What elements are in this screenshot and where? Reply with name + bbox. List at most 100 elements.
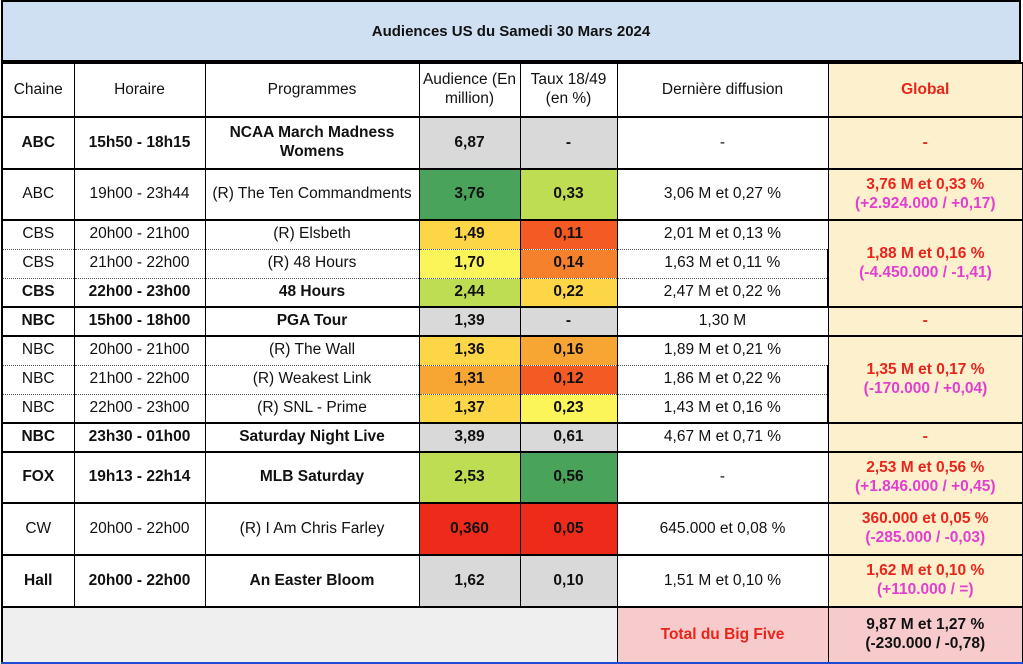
table-row: NBC 20h00 - 21h00 (R) The Wall 1,36 0,16… <box>1 336 1023 424</box>
cell-global: - <box>827 307 1023 337</box>
cell-derniere: 1,43 M et 0,16 % <box>616 394 829 424</box>
cell-audience: 3,76 <box>418 169 521 221</box>
table-row: CBS 21h00 - 22h00 (R) 48 Hours 1,70 0,14… <box>1 249 1023 279</box>
cell-derniere: 2,47 M et 0,22 % <box>616 278 829 308</box>
cell-chaine: CBS <box>1 278 75 308</box>
cell-taux: 0,14 <box>519 249 618 279</box>
cell-derniere: 3,06 M et 0,27 % <box>616 169 829 221</box>
table-row: CBS 20h00 - 21h00 (R) Elsbeth 1,49 0,11 … <box>1 220 1023 308</box>
cell-audience: 1,31 <box>418 365 521 395</box>
cell-audience: 1,62 <box>418 555 521 608</box>
cell-horaire: 21h00 - 22h00 <box>73 365 206 395</box>
cell-programme: (R) SNL - Prime <box>204 394 420 424</box>
cell-audience: 1,70 <box>418 249 521 279</box>
global-main: 3,76 M et 0,33 % <box>866 175 985 193</box>
cell-derniere: 1,89 M et 0,21 % <box>616 336 829 366</box>
cell-taux: 0,11 <box>519 220 618 250</box>
cell-derniere: 2,01 M et 0,13 % <box>616 220 829 250</box>
cell-chaine: NBC <box>1 336 75 366</box>
cell-global: - <box>827 117 1023 170</box>
cell-chaine: NBC <box>1 394 75 424</box>
table-row: CW 20h00 - 22h00 (R) I Am Chris Farley 0… <box>1 503 1023 556</box>
col-header-audience: Audience (En million) <box>418 62 521 118</box>
cell-horaire: 20h00 - 22h00 <box>73 555 206 608</box>
cell-chaine: NBC <box>1 307 75 337</box>
global-delta: (+110.000 / =) <box>876 581 974 598</box>
global-main: 2,53 M et 0,56 % <box>866 458 985 476</box>
cell-derniere: 1,51 M et 0,10 % <box>616 555 829 608</box>
total-value: 9,87 M et 1,27 % (-230.000 / -0,78) <box>827 607 1023 664</box>
col-header-taux: Taux 18/49 (en %) <box>519 62 618 118</box>
global-main: - <box>922 133 928 151</box>
cell-chaine: CBS <box>1 249 75 279</box>
table-row: Hall 20h00 - 22h00 An Easter Bloom 1,62 … <box>1 555 1023 608</box>
cell-programme: (R) Weakest Link <box>204 365 420 395</box>
cell-audience: 0,360 <box>418 503 521 556</box>
cell-taux: 0,23 <box>519 394 618 424</box>
cell-global: - <box>827 423 1023 453</box>
cell-horaire: 19h13 - 22h14 <box>73 452 206 504</box>
cell-taux: 0,22 <box>519 278 618 308</box>
col-header-chaine: Chaine <box>1 62 75 118</box>
cell-programme: An Easter Bloom <box>204 555 420 608</box>
cell-programme: (R) The Ten Commandments <box>204 169 420 221</box>
cell-chaine: CBS <box>1 220 75 250</box>
cell-audience: 2,53 <box>418 452 521 504</box>
col-header-programmes: Programmes <box>204 62 420 118</box>
cell-chaine: CW <box>1 503 75 556</box>
cell-programme: (R) 48 Hours <box>204 249 420 279</box>
global-delta: (-285.000 / -0,03) <box>865 529 986 546</box>
cell-derniere: 1,30 M <box>616 307 829 337</box>
total-main: 9,87 M et 1,27 % <box>866 616 985 634</box>
cell-horaire: 22h00 - 23h00 <box>73 278 206 308</box>
cell-audience: 1,36 <box>418 336 521 366</box>
cell-audience: 2,44 <box>418 278 521 308</box>
cell-global: 2,53 M et 0,56 % (+1.846.000 / +0,45) <box>827 452 1023 504</box>
cell-horaire: 15h00 - 18h00 <box>73 307 206 337</box>
global-main: - <box>922 312 928 330</box>
col-header-horaire: Horaire <box>73 62 206 118</box>
table-row: NBC 21h00 - 22h00 (R) Weakest Link 1,31 … <box>1 365 1023 395</box>
cell-taux: 0,33 <box>519 169 618 221</box>
cell-audience: 6,87 <box>418 117 521 170</box>
sheet-title: Audiences US du Samedi 30 Mars 2024 <box>1 0 1021 62</box>
global-delta: (+2.924.000 / +0,17) <box>855 194 996 212</box>
cell-horaire: 20h00 - 21h00 <box>73 336 206 366</box>
cell-derniere: 1,63 M et 0,11 % <box>616 249 829 279</box>
global-delta: (-170.000 / +0,04) <box>863 379 988 397</box>
audience-table: Chaine Horaire Programmes Audience (En m… <box>1 62 1023 664</box>
cell-derniere: - <box>616 117 829 170</box>
cell-audience: 1,49 <box>418 220 521 250</box>
cell-audience: 1,39 <box>418 307 521 337</box>
total-delta: (-230.000 / -0,78) <box>865 635 986 652</box>
table-row: ABC 19h00 - 23h44 (R) The Ten Commandmen… <box>1 169 1023 221</box>
cell-derniere: 1,86 M et 0,22 % <box>616 365 829 395</box>
col-header-derniere: Dernière diffusion <box>616 62 829 118</box>
global-main: 360.000 et 0,05 % <box>861 510 989 528</box>
cell-taux: 0,61 <box>519 423 618 453</box>
global-main: - <box>922 428 928 446</box>
cell-taux: 0,56 <box>519 452 618 504</box>
cell-programme: (R) Elsbeth <box>204 220 420 250</box>
cell-taux: 0,12 <box>519 365 618 395</box>
cell-programme: MLB Saturday <box>204 452 420 504</box>
cell-taux: 0,16 <box>519 336 618 366</box>
global-delta: (-4.450.000 / -1,41) <box>859 263 992 281</box>
total-label: Total du Big Five <box>616 607 829 664</box>
cell-horaire: 20h00 - 22h00 <box>73 503 206 556</box>
table-row: FOX 19h13 - 22h14 MLB Saturday 2,53 0,56… <box>1 452 1023 504</box>
table-row: NBC 22h00 - 23h00 (R) SNL - Prime 1,37 0… <box>1 394 1023 424</box>
cell-audience: 3,89 <box>418 423 521 453</box>
table-row: CBS 22h00 - 23h00 48 Hours 2,44 0,22 2,4… <box>1 278 1023 308</box>
table-row: NBC 15h00 - 18h00 PGA Tour 1,39 - 1,30 M… <box>1 307 1023 337</box>
cell-global: 360.000 et 0,05 % (-285.000 / -0,03) <box>827 503 1023 556</box>
cell-global: 1,35 M et 0,17 % (-170.000 / +0,04) <box>827 336 1023 424</box>
cell-audience: 1,37 <box>418 394 521 424</box>
col-header-global: Global <box>827 62 1023 118</box>
cell-chaine: NBC <box>1 423 75 453</box>
cell-taux: - <box>519 307 618 337</box>
cell-chaine: Hall <box>1 555 75 608</box>
cell-horaire: 20h00 - 21h00 <box>73 220 206 250</box>
cell-chaine: FOX <box>1 452 75 504</box>
